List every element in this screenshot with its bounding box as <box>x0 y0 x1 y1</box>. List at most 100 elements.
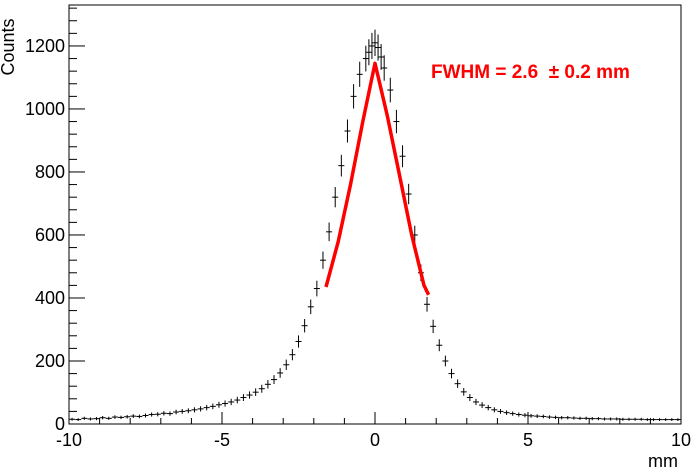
data-point <box>528 413 535 418</box>
y-tick-label: 800 <box>35 162 65 182</box>
data-point <box>479 402 486 409</box>
data-point <box>75 418 82 422</box>
data-point <box>650 418 657 422</box>
data-point <box>118 415 125 420</box>
data-point <box>326 222 333 242</box>
data-point <box>638 417 645 421</box>
data-point <box>509 411 516 416</box>
data-point <box>540 414 547 419</box>
data-point <box>607 417 614 421</box>
data-point <box>356 61 363 87</box>
data-point <box>601 417 608 421</box>
data-point <box>442 355 449 367</box>
data-point <box>271 375 278 385</box>
data-point <box>577 416 584 420</box>
data-point <box>399 145 406 168</box>
data-point <box>491 407 498 413</box>
y-tick-label: 400 <box>35 288 65 308</box>
x-tick-label: 5 <box>523 430 533 450</box>
data-point <box>179 409 186 414</box>
data-point <box>448 368 455 379</box>
data-point <box>130 414 137 419</box>
y-tick-label: 1200 <box>25 36 65 56</box>
data-point <box>503 410 510 415</box>
y-tick-label: 0 <box>55 414 65 434</box>
data-markers <box>69 29 681 422</box>
data-point <box>362 45 369 72</box>
data-point <box>619 417 626 421</box>
data-point <box>393 109 400 134</box>
data-point <box>552 415 559 420</box>
axes: -10 -5 0 5 10 0 200 400 600 800 1000 1200 <box>25 7 691 450</box>
y-tick-label: 600 <box>35 225 65 245</box>
data-point <box>472 398 479 406</box>
data-point <box>124 414 131 419</box>
data-point <box>252 388 259 396</box>
data-point <box>222 400 229 407</box>
data-point <box>283 359 290 370</box>
data-point <box>215 401 222 408</box>
data-point <box>515 412 522 417</box>
data-point <box>372 29 378 56</box>
data-point <box>344 119 351 143</box>
fwhm-annotation: FWHM = 2.6 ± 0.2 mm <box>431 62 630 83</box>
y-tick-label: 200 <box>35 351 65 371</box>
data-point <box>430 319 437 333</box>
data-point <box>625 417 632 421</box>
data-point <box>485 404 492 411</box>
data-point <box>289 349 296 361</box>
data-point <box>564 416 571 420</box>
data-point <box>583 416 590 420</box>
data-point <box>191 407 198 413</box>
x-axis-label: mm <box>648 451 678 471</box>
data-point <box>203 404 210 411</box>
data-point <box>277 368 284 378</box>
data-point <box>338 154 345 177</box>
data-point <box>111 415 118 419</box>
data-point <box>387 77 394 103</box>
data-point <box>436 339 443 352</box>
data-point <box>656 418 663 422</box>
data-point <box>632 417 639 421</box>
x-tick-label: -10 <box>56 430 82 450</box>
data-point <box>246 391 253 399</box>
data-point <box>93 417 100 421</box>
data-point <box>466 394 473 402</box>
data-point <box>424 296 431 312</box>
x-tick-label: -5 <box>214 430 230 450</box>
y-tick-label: 1000 <box>25 99 65 119</box>
data-point <box>668 418 675 422</box>
data-point <box>295 335 302 348</box>
data-point <box>240 394 247 402</box>
data-point <box>69 417 76 421</box>
data-point <box>197 406 204 412</box>
data-point <box>405 183 412 205</box>
data-point <box>378 44 385 70</box>
y-axis-label: Counts <box>0 18 18 75</box>
data-point <box>264 380 271 389</box>
data-point <box>546 415 553 419</box>
data-point <box>81 416 88 420</box>
data-point <box>558 416 565 420</box>
data-point <box>644 418 651 422</box>
data-point <box>350 84 357 109</box>
fit-curve <box>324 61 431 296</box>
data-point <box>521 413 528 418</box>
data-point <box>454 379 461 388</box>
data-point <box>595 417 602 421</box>
data-point <box>570 416 577 420</box>
data-point <box>105 416 112 420</box>
data-point <box>368 32 375 60</box>
data-point <box>301 319 308 333</box>
x-tick-label: 10 <box>671 430 691 450</box>
data-point <box>142 413 149 418</box>
data-point <box>154 412 161 417</box>
data-point <box>460 388 467 396</box>
data-point <box>313 280 320 297</box>
data-point <box>166 411 173 416</box>
data-point <box>209 403 216 410</box>
data-point <box>381 55 388 81</box>
data-point <box>534 414 541 419</box>
data-point <box>173 409 180 415</box>
